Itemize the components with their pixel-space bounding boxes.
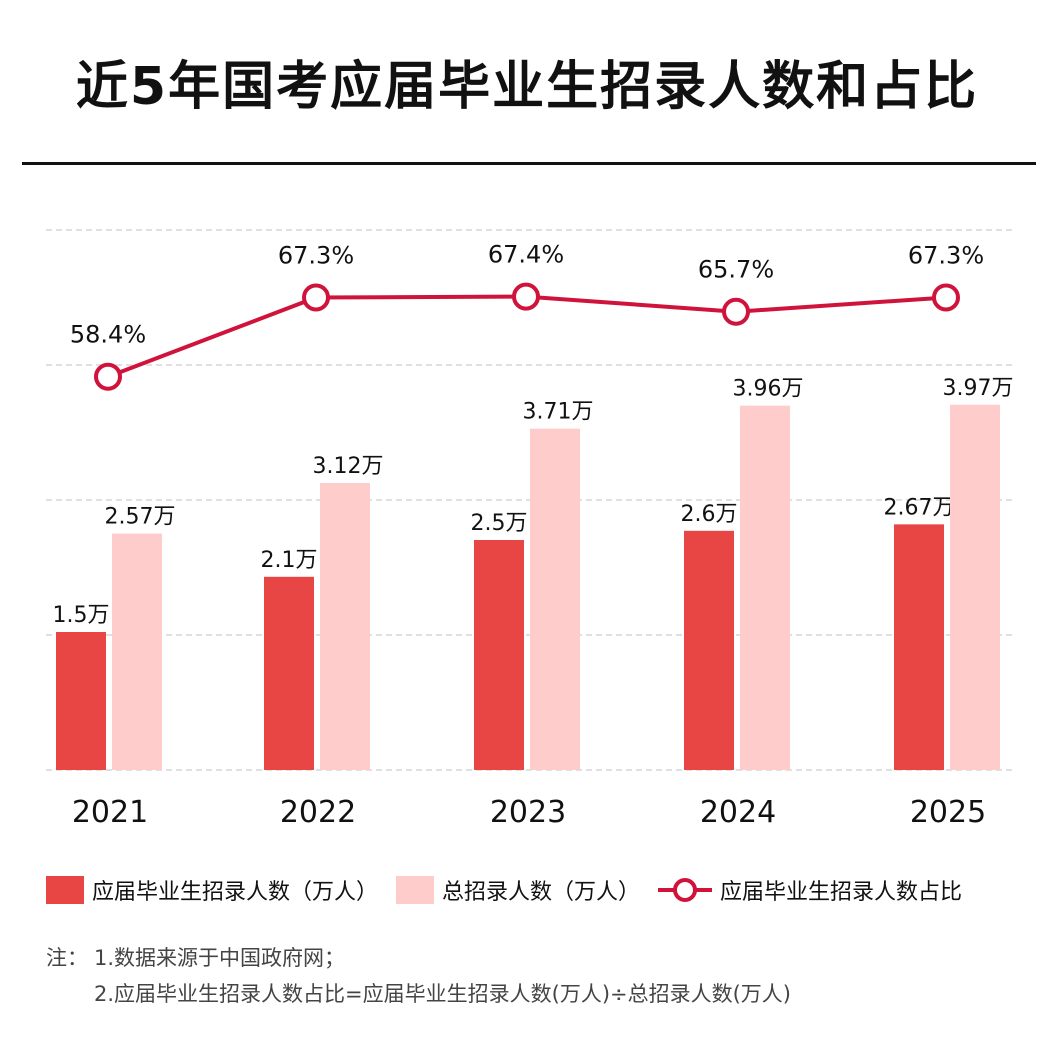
bar-grad-2024 [684, 530, 734, 770]
bar-grad-2025 [894, 524, 944, 770]
bar-total-2021 [112, 533, 162, 770]
bar-total-2022 [320, 482, 370, 770]
x-tick-2025: 2025 [910, 795, 986, 830]
x-tick-2024: 2024 [700, 795, 776, 830]
title-divider [22, 162, 1036, 165]
bar-grad-2023 [474, 540, 524, 770]
x-tick-2021: 2021 [72, 795, 148, 830]
ratio-label-2024: 65.7% [698, 256, 774, 284]
legend-item-ratio: 应届毕业生招录人数占比 [658, 874, 962, 906]
label-total-2024: 3.96万 [733, 377, 804, 402]
bar-total-2024 [740, 405, 790, 770]
label-total-2021: 2.57万 [105, 505, 176, 530]
note-line-2: 2.应届毕业生招录人数占比=应届毕业生招录人数(万人)÷总招录人数(万人) [46, 976, 791, 1012]
x-tick-2023: 2023 [490, 795, 566, 830]
label-grad-2023: 2.5万 [471, 511, 528, 536]
legend-item-total: 总招录人数（万人） [396, 874, 640, 906]
ratio-point-2025 [932, 283, 960, 312]
notes: 注： 1.数据来源于中国政府网； 2.应届毕业生招录人数占比=应届毕业生招录人数(… [46, 940, 791, 1012]
note-prefix: 注： [46, 946, 88, 970]
bar-total-2023 [530, 428, 580, 770]
legend-label-ratio: 应届毕业生招录人数占比 [720, 880, 963, 905]
ratio-point-2022 [302, 283, 330, 312]
legend-label-total: 总招录人数（万人） [442, 880, 641, 905]
bar-line-chart: 1.5万 2.57万 2021 2.1万 3.12万 2022 2.5万 3.71万 2023 2… [46, 229, 1014, 830]
ratio-point-2024 [722, 297, 750, 326]
label-grad-2025: 2.67万 [884, 495, 955, 520]
bar-grad-2021 [56, 632, 106, 770]
legend-label-grad: 应届毕业生招录人数（万人） [92, 880, 379, 905]
legend-swatch-grad [46, 876, 84, 904]
note-text-1: 1.数据来源于中国政府网； [94, 946, 346, 970]
ratio-point-2021 [94, 362, 122, 391]
legend-item-grad: 应届毕业生招录人数（万人） [46, 874, 378, 906]
label-grad-2021: 1.5万 [53, 603, 110, 628]
note-line-1: 注： 1.数据来源于中国政府网； [46, 940, 791, 976]
ratio-point-2023 [512, 282, 540, 311]
note-text-2: 2.应届毕业生招录人数占比=应届毕业生招录人数(万人)÷总招录人数(万人) [94, 982, 791, 1006]
label-total-2025: 3.97万 [943, 376, 1014, 401]
label-total-2022: 3.12万 [313, 454, 384, 479]
label-total-2023: 3.71万 [523, 400, 594, 425]
chart-legend: 应届毕业生招录人数（万人） 总招录人数（万人） 应届毕业生招录人数占比 [46, 872, 980, 908]
chart-title: 近5年国考应届毕业生招录人数和占比 [75, 57, 979, 117]
label-grad-2024: 2.6万 [681, 502, 738, 527]
legend-swatch-ratio [658, 878, 713, 902]
ratio-label-2022: 67.3% [278, 241, 354, 269]
ratio-label-2023: 67.4% [488, 241, 564, 269]
label-grad-2022: 2.1万 [261, 548, 318, 573]
ratio-label-2025: 67.3% [908, 241, 984, 269]
ratio-label-2021: 58.4% [70, 321, 146, 349]
x-tick-2022: 2022 [280, 795, 356, 830]
bar-total-2025 [950, 404, 1000, 770]
bar-grad-2022 [264, 576, 314, 770]
legend-swatch-total [396, 876, 435, 904]
